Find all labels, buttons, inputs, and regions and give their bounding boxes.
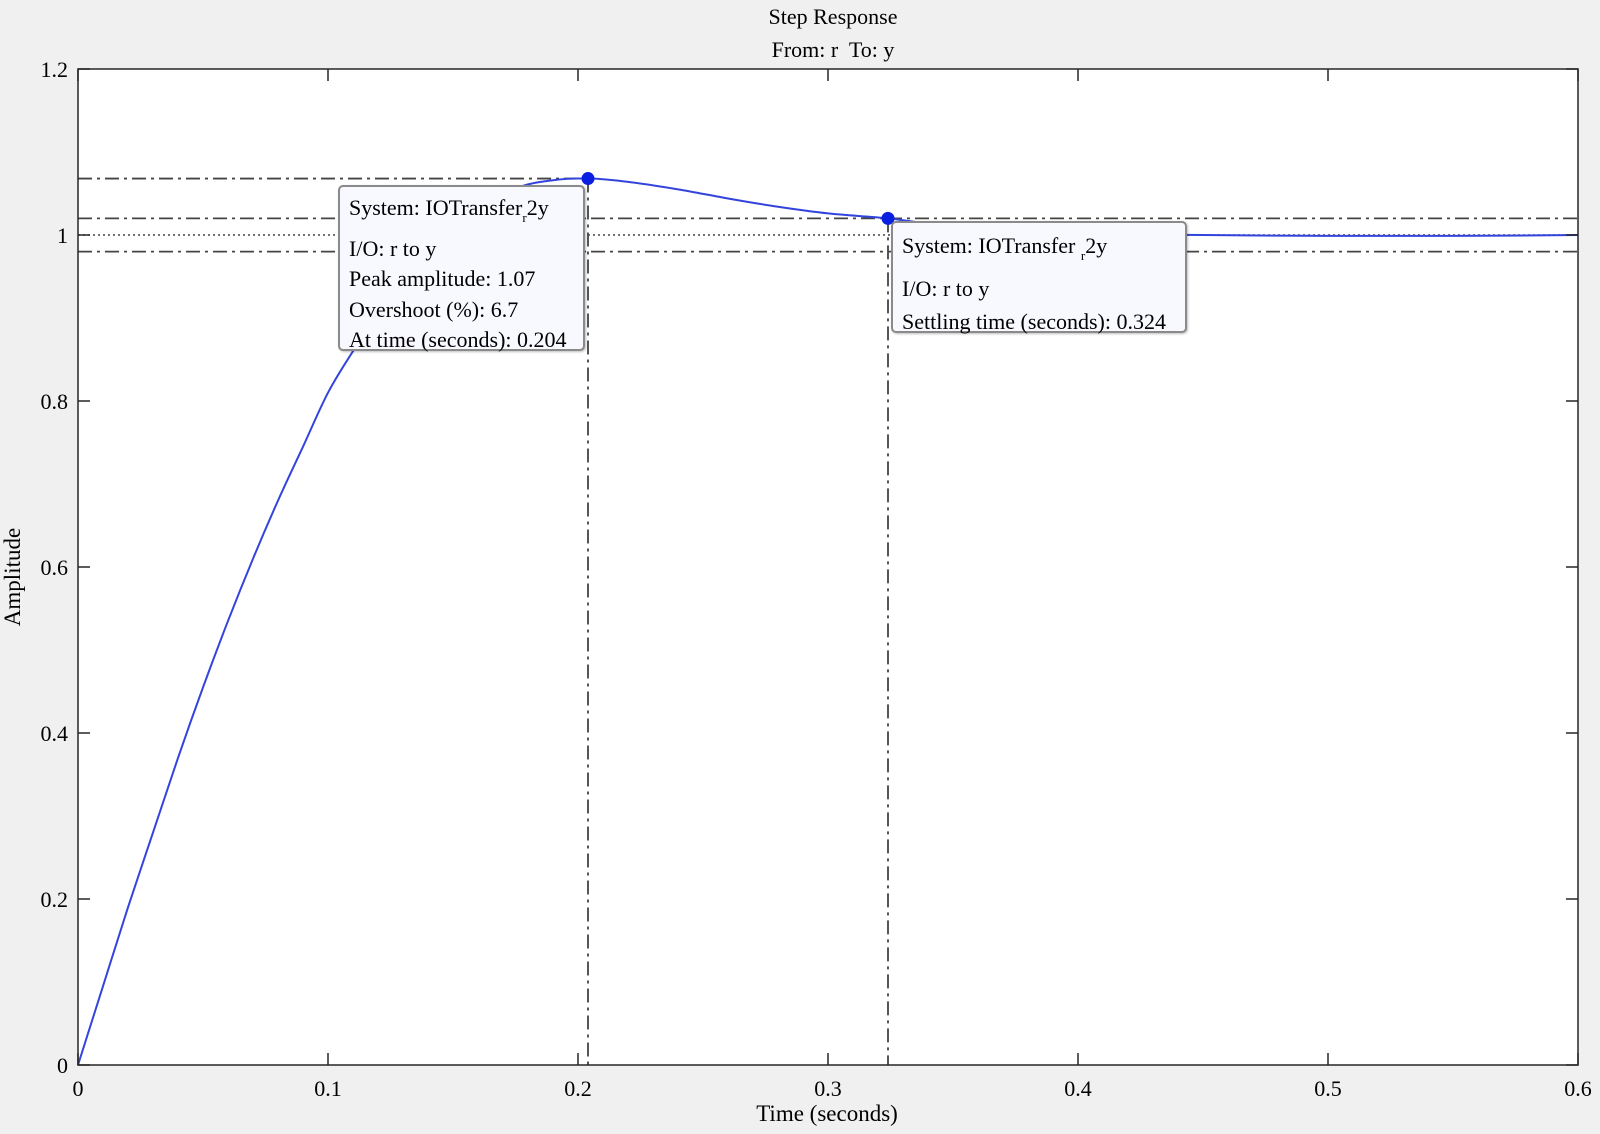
- y-tick-label: 1: [57, 223, 68, 248]
- datatip-at-time: At time (seconds): 0.204: [349, 327, 567, 352]
- chart-subtitle: From: r To: y: [772, 37, 895, 62]
- x-tick-label: 0.4: [1064, 1076, 1092, 1101]
- datatip-io: I/O: r to y: [902, 276, 990, 301]
- datatip-overshoot: Overshoot (%): 6.7: [349, 296, 519, 322]
- y-tick-label: 0.8: [41, 389, 69, 414]
- y-axis-label: Amplitude: [0, 528, 25, 626]
- x-tick-label: 0.2: [564, 1076, 592, 1101]
- x-axis-label: Time (seconds): [756, 1101, 898, 1126]
- y-tick-label: 0.4: [41, 721, 69, 746]
- chart-title: Step Response: [769, 4, 898, 29]
- x-tick-label: 0.6: [1564, 1076, 1592, 1101]
- markers-layer: [581, 172, 895, 225]
- ticks-layer: 0 0.1 0.2 0.3 0.4 0.5 0.6 0 0.2 0.4 0.6 0.8 1 1.2: [41, 57, 1592, 1101]
- peak-response-datatip[interactable]: System: IOTransferr2y I/O: r to y Peak a…: [338, 185, 585, 352]
- settling-marker[interactable]: [881, 211, 895, 225]
- datatip-io: I/O: r to y: [349, 235, 437, 261]
- settling-time-datatip[interactable]: System: IOTransfer r2y I/O: r to y Settl…: [891, 221, 1187, 334]
- datatip-peak-amplitude: Peak amplitude: 1.07: [349, 266, 536, 291]
- y-tick-label: 0.2: [41, 887, 69, 912]
- x-tick-label: 0: [73, 1076, 84, 1101]
- datatip-settling-time: Settling time (seconds): 0.324: [902, 309, 1166, 334]
- peak-marker[interactable]: [581, 172, 595, 186]
- x-tick-label: 0.5: [1314, 1076, 1342, 1101]
- y-tick-label: 1.2: [41, 57, 69, 82]
- datatip-system: System: IOTransfer r2y: [902, 233, 1108, 263]
- x-tick-label: 0.3: [814, 1076, 842, 1101]
- datatip-system: System: IOTransferr2y: [349, 195, 549, 225]
- y-tick-label: 0.6: [41, 555, 69, 580]
- x-tick-label: 0.1: [314, 1076, 342, 1101]
- y-tick-label: 0: [57, 1053, 68, 1078]
